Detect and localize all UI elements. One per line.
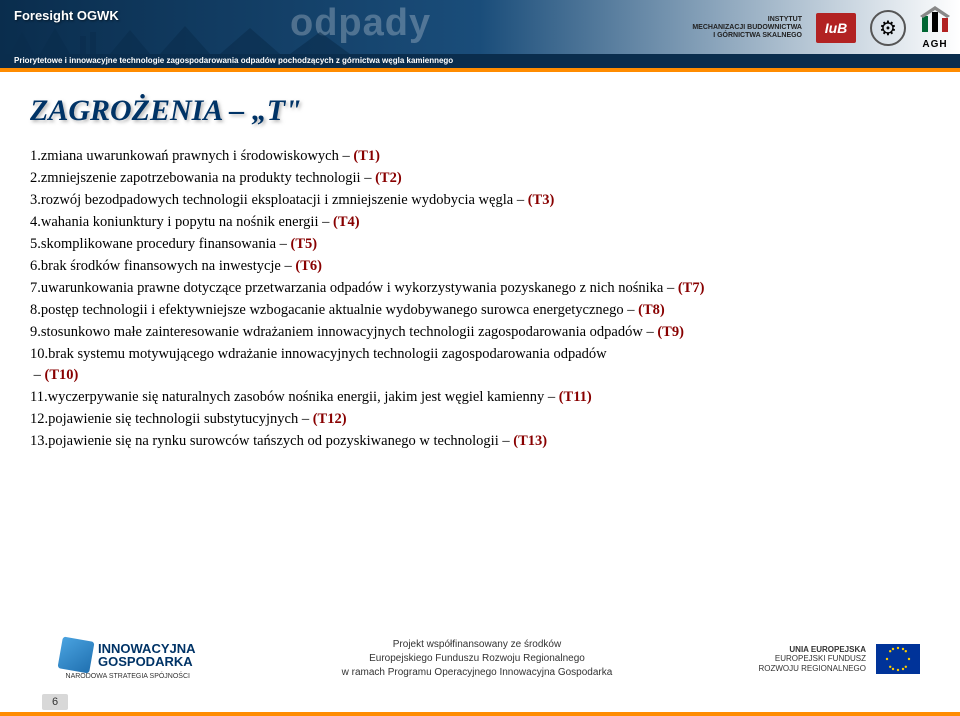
- threat-text: rozwój bezodpadowych technologii eksploa…: [41, 192, 517, 208]
- eu-flag-icon: [876, 644, 920, 674]
- ig-l2: GOSPODARKA: [98, 655, 196, 668]
- instytut-l2: MECHANIZACJI BUDOWNICTWA: [692, 24, 802, 32]
- threat-item: 9.stosunkowo małe zainteresowanie wdraża…: [30, 322, 930, 343]
- threat-text: skomplikowane procedury finansowania: [41, 236, 280, 252]
- eu-text: UNIA EUROPEJSKA EUROPEJSKI FUNDUSZ ROZWO…: [758, 645, 866, 674]
- agh-emblem-icon: [920, 6, 950, 32]
- ig-sub: NARODOWA STRATEGIA SPÓJNOŚCI: [66, 673, 190, 680]
- header-subtitle: Priorytetowe i innowacyjne technologie z…: [0, 54, 960, 68]
- slide-content: ZAGROŻENIA – „T" 1.zmiana uwarunkowań pr…: [0, 72, 960, 452]
- threat-code: (T13): [513, 433, 547, 449]
- threat-item: 6.brak środków finansowych na inwestycje…: [30, 256, 930, 277]
- imb-logo: IиB: [816, 13, 856, 43]
- instytut-logo: INSTYTUT MECHANIZACJI BUDOWNICTWA I GÓRN…: [692, 16, 802, 39]
- ig-l1: INNOWACYJNA: [98, 642, 196, 655]
- threat-code: (T11): [559, 389, 592, 405]
- footer-accent-bar: [0, 712, 960, 716]
- threat-number: 13.: [30, 433, 48, 449]
- threat-code: (T6): [295, 258, 322, 274]
- agh-logo: AGH: [920, 6, 950, 50]
- threat-item: 1.zmiana uwarunkowań prawnych i środowis…: [30, 146, 930, 167]
- threat-code: (T1): [353, 148, 380, 164]
- threat-number: 11.: [30, 389, 48, 405]
- threat-item: 8.postęp technologii i efektywniejsze wz…: [30, 300, 930, 321]
- threat-item: 2.zmniejszenie zapotrzebowania na produk…: [30, 168, 930, 189]
- threat-item: 10.brak systemu motywującego wdrażanie i…: [30, 344, 930, 386]
- threat-code: (T10): [45, 367, 79, 383]
- threat-number: 2.: [30, 170, 41, 186]
- header-brand: Foresight OGWK: [14, 8, 119, 23]
- threat-list: 1.zmiana uwarunkowań prawnych i środowis…: [30, 146, 930, 452]
- threat-number: 3.: [30, 192, 41, 208]
- threat-number: 12.: [30, 411, 48, 427]
- threat-text: zmniejszenie zapotrzebowania na produkty…: [41, 170, 364, 186]
- threat-number: 5.: [30, 236, 41, 252]
- threat-item: 12.pojawienie się technologii substytucy…: [30, 409, 930, 430]
- threat-text: zmiana uwarunkowań prawnych i środowisko…: [41, 148, 343, 164]
- slide-header: Foresight OGWK odpady Priorytetowe i inn…: [0, 0, 960, 72]
- instytut-l1: INSTYTUT: [692, 16, 802, 24]
- threat-number: 8.: [30, 302, 41, 318]
- threat-text: pojawienie się na rynku surowców tańszyc…: [48, 433, 502, 449]
- slide-title: ZAGROŻENIA – „T": [30, 94, 930, 128]
- threat-text: pojawienie się technologii substytucyjny…: [48, 411, 302, 427]
- threat-code: (T8): [638, 302, 665, 318]
- footer-right-logo: UNIA EUROPEJSKA EUROPEJSKI FUNDUSZ ROZWO…: [758, 644, 920, 674]
- eu-l3: ROZWOJU REGIONALNEGO: [758, 664, 866, 674]
- threat-number: 6.: [30, 258, 41, 274]
- page-number: 6: [42, 694, 68, 710]
- threat-text: wyczerpywanie się naturalnych zasobów no…: [48, 389, 548, 405]
- threat-item: 5.skomplikowane procedury finansowania –…: [30, 234, 930, 255]
- threat-code: (T7): [678, 280, 705, 296]
- threat-code: (T5): [291, 236, 318, 252]
- threat-text: wahania koniunktury i popytu na nośnik e…: [41, 214, 322, 230]
- eu-l1: UNIA EUROPEJSKA: [758, 645, 866, 655]
- threat-code: (T9): [657, 324, 684, 340]
- instytut-l3: I GÓRNICTWA SKALNEGO: [692, 32, 802, 40]
- threat-text: brak środków finansowych na inwestycje: [41, 258, 285, 274]
- threat-item: 7.uwarunkowania prawne dotyczące przetwa…: [30, 278, 930, 299]
- footer-center-text: Projekt współfinansowany ze środków Euro…: [342, 638, 613, 680]
- threat-text: postęp technologii i efektywniejsze wzbo…: [41, 302, 627, 318]
- threat-number: 1.: [30, 148, 41, 164]
- politechnika-logo-icon: ⚙: [870, 10, 906, 46]
- threat-number: 4.: [30, 214, 41, 230]
- threat-code: (T3): [528, 192, 555, 208]
- threat-item: 4.wahania koniunktury i popytu na nośnik…: [30, 212, 930, 233]
- ig-cube-icon: [57, 636, 94, 673]
- footer-left-logo: INNOWACYJNA GOSPODARKA NARODOWA STRATEGI…: [60, 639, 196, 680]
- threat-code: (T4): [333, 214, 360, 230]
- threat-text: uwarunkowania prawne dotyczące przetwarz…: [41, 280, 667, 296]
- threat-text: brak systemu motywującego wdrażanie inno…: [48, 346, 606, 362]
- fc-l2: Europejskiego Funduszu Rozwoju Regionaln…: [342, 652, 613, 666]
- header-logos: INSTYTUT MECHANIZACJI BUDOWNICTWA I GÓRN…: [692, 6, 950, 50]
- threat-number: 10.: [30, 346, 48, 362]
- fc-l1: Projekt współfinansowany ze środków: [342, 638, 613, 652]
- threat-item: 11.wyczerpywanie się naturalnych zasobów…: [30, 387, 930, 408]
- slide-footer: INNOWACYJNA GOSPODARKA NARODOWA STRATEGI…: [0, 638, 960, 680]
- header-silhouette-icon: [0, 26, 380, 54]
- agh-text: AGH: [920, 39, 950, 50]
- fc-l3: w ramach Programu Operacyjnego Innowacyj…: [342, 666, 613, 680]
- ig-text: INNOWACYJNA GOSPODARKA: [98, 642, 196, 668]
- threat-code: (T2): [375, 170, 402, 186]
- threat-item: 3.rozwój bezodpadowych technologii ekspl…: [30, 190, 930, 211]
- eu-l2: EUROPEJSKI FUNDUSZ: [758, 654, 866, 664]
- threat-text: stosunkowo małe zainteresowanie wdrażani…: [41, 324, 647, 340]
- threat-number: 7.: [30, 280, 41, 296]
- threat-code: (T12): [313, 411, 347, 427]
- threat-item: 13.pojawienie się na rynku surowców tańs…: [30, 431, 930, 452]
- threat-number: 9.: [30, 324, 41, 340]
